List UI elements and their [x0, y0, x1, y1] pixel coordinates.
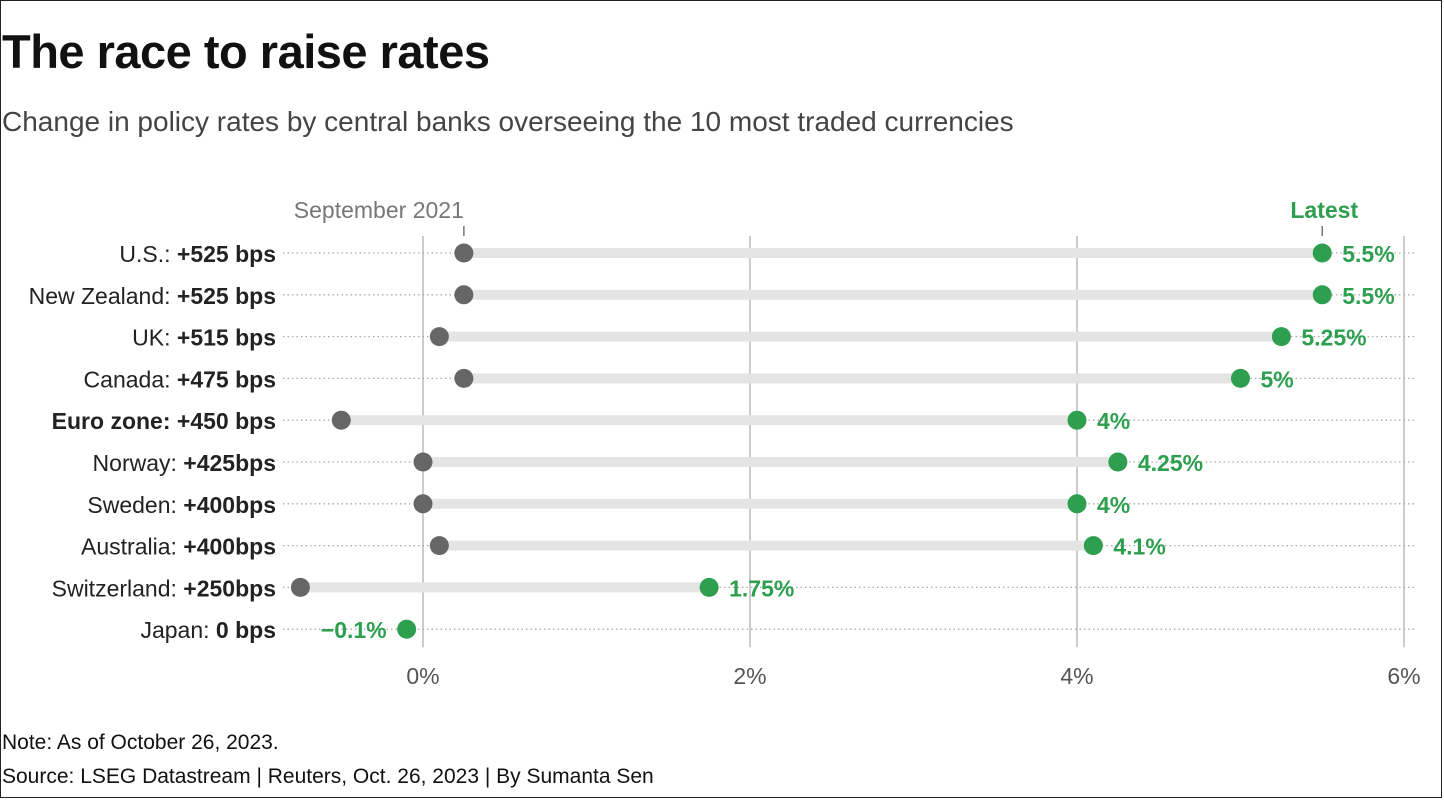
range-track — [439, 540, 1094, 551]
x-tick-label: 2% — [733, 663, 766, 689]
row-label: UK: +515 bps — [132, 325, 276, 351]
start-marker — [454, 285, 474, 305]
country-name: U.S.: — [119, 241, 177, 267]
country-name: Sweden: — [87, 492, 183, 518]
latest-value-label: 5.25% — [1301, 325, 1366, 351]
start-marker — [429, 536, 449, 556]
row-label: Euro zone: +450 bps — [52, 408, 276, 434]
change-value: +400bps — [183, 492, 276, 518]
column-headers: September 2021 Latest — [294, 197, 1358, 236]
country-name: Canada: — [84, 366, 177, 392]
start-marker — [429, 327, 449, 347]
change-value: 0 bps — [216, 617, 276, 643]
country-name: Switzerland: — [52, 575, 184, 601]
labels: U.S.: +525 bps 5.5% New Zealand: +525 bps 5… — [29, 241, 1395, 643]
latest-value-label: 1.75% — [729, 575, 794, 601]
change-value: +450 bps — [177, 408, 276, 434]
x-tick-label: 6% — [1387, 663, 1420, 689]
row-label: Canada: +475 bps — [84, 366, 276, 392]
x-axis: 0% 2% 4% 6% — [406, 663, 1420, 689]
latest-value-label: 4% — [1097, 492, 1130, 518]
range-tracks — [300, 248, 1323, 593]
latest-value-label: 5.5% — [1342, 241, 1394, 267]
latest-marker — [1108, 452, 1128, 472]
change-value: +475 bps — [177, 366, 276, 392]
start-column-header: September 2021 — [294, 197, 464, 223]
country-name: UK: — [132, 325, 177, 351]
change-value: +525 bps — [177, 283, 276, 309]
latest-marker — [1067, 494, 1087, 514]
start-marker — [454, 368, 474, 388]
latest-value-label: 5.5% — [1342, 283, 1394, 309]
gridlines — [422, 236, 1405, 648]
latest-marker — [1312, 285, 1332, 305]
data-markers — [290, 243, 1332, 639]
country-name: Euro zone: — [52, 408, 177, 434]
start-marker — [413, 452, 433, 472]
latest-marker — [397, 619, 417, 639]
latest-marker — [1067, 410, 1087, 430]
row-label: Japan: 0 bps — [140, 617, 276, 643]
x-tick-label: 4% — [1060, 663, 1093, 689]
chart-source: Source: LSEG Datastream | Reuters, Oct. … — [2, 765, 654, 788]
latest-value-label: 4.25% — [1138, 450, 1203, 476]
row-label: Switzerland: +250bps — [52, 575, 276, 601]
range-track — [463, 373, 1241, 384]
change-value: +425bps — [183, 450, 276, 476]
range-track — [423, 457, 1118, 467]
range-track — [463, 248, 1323, 258]
country-name: Australia: — [81, 534, 183, 560]
chart-note: Note: As of October 26, 2023. — [2, 731, 279, 754]
row-guide-lines — [283, 252, 1416, 630]
change-value: +525 bps — [177, 241, 276, 267]
latest-marker — [1083, 536, 1103, 556]
latest-marker — [699, 577, 719, 597]
dumbbell-chart: September 2021 Latest U.S.: +525 bps 5.5% N… — [29, 197, 1421, 689]
latest-value-label: −0.1% — [321, 617, 387, 643]
change-value: +515 bps — [177, 325, 276, 351]
latest-marker — [1271, 327, 1291, 347]
range-track — [300, 582, 710, 593]
latest-marker — [1312, 243, 1332, 263]
latest-column-header: Latest — [1290, 197, 1358, 223]
country-name: New Zealand: — [29, 283, 177, 309]
latest-value-label: 5% — [1261, 366, 1294, 392]
row-label: Norway: +425bps — [93, 450, 276, 476]
range-track — [341, 415, 1077, 426]
start-marker — [290, 577, 310, 597]
change-value: +250bps — [183, 575, 276, 601]
start-marker — [454, 243, 474, 263]
chart-subtitle: Change in policy rates by central banks … — [2, 106, 1014, 137]
row-label: Sweden: +400bps — [87, 492, 276, 518]
row-label: Australia: +400bps — [81, 534, 276, 560]
change-value: +400bps — [183, 534, 276, 560]
row-label: New Zealand: +525 bps — [29, 283, 276, 309]
latest-value-label: 4% — [1097, 408, 1130, 434]
country-name: Norway: — [93, 450, 184, 476]
country-name: Japan: — [140, 617, 215, 643]
latest-value-label: 4.1% — [1113, 534, 1165, 560]
start-marker — [331, 410, 351, 430]
row-label: U.S.: +525 bps — [119, 241, 276, 267]
x-tick-label: 0% — [406, 663, 439, 689]
latest-marker — [1231, 368, 1250, 388]
range-track — [439, 331, 1282, 342]
range-track — [463, 289, 1323, 300]
range-track — [423, 498, 1077, 509]
chart-title: The race to raise rates — [2, 25, 490, 78]
start-marker — [413, 494, 433, 514]
